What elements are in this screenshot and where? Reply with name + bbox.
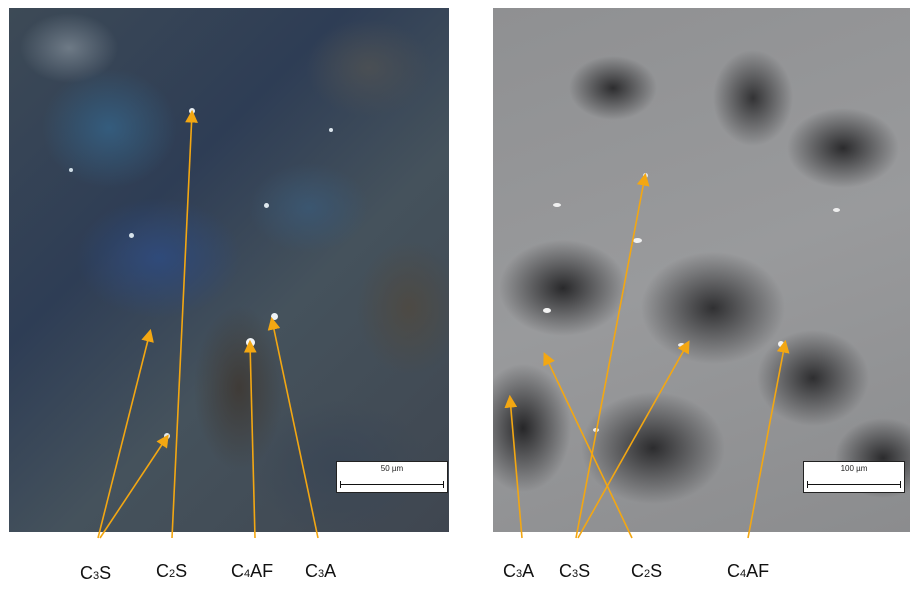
bright-speck: [593, 428, 599, 432]
bright-speck: [189, 108, 195, 114]
scale-bar: 100 µm: [803, 461, 905, 493]
bright-speck: [271, 313, 278, 320]
scale-bar-line: [340, 481, 444, 488]
label-right-c4af: C4AF: [727, 561, 770, 581]
label-left-c3s: C3S: [80, 563, 112, 583]
label-left-c3a: C3A: [305, 561, 337, 581]
label-right-c3a: C3A: [503, 561, 535, 581]
scale-bar-label: 50 µm: [380, 464, 404, 473]
micrograph-left: 50 µm: [9, 8, 449, 532]
bright-speck: [329, 128, 333, 132]
label-left-c2s: C2S: [156, 561, 188, 581]
bright-speck: [246, 338, 255, 347]
bright-speck: [678, 343, 685, 347]
label-left-c4af: C4AF: [231, 561, 274, 581]
bright-speck: [643, 173, 648, 178]
bright-speck: [633, 238, 642, 243]
bright-speck: [129, 233, 134, 238]
bright-speck: [69, 168, 73, 172]
scale-bar: 50 µm: [336, 461, 448, 493]
bright-speck: [833, 208, 840, 212]
bright-speck: [164, 433, 170, 439]
label-right-c2s: C2S: [631, 561, 663, 581]
bright-speck: [778, 341, 784, 347]
label-right-c3s: C3S: [559, 561, 591, 581]
scale-bar-line: [807, 481, 901, 488]
micrograph-right: 100 µm: [493, 8, 910, 532]
bright-speck: [264, 203, 269, 208]
scale-bar-label: 100 µm: [840, 464, 868, 473]
bright-speck: [553, 203, 561, 207]
bright-speck: [543, 308, 551, 313]
